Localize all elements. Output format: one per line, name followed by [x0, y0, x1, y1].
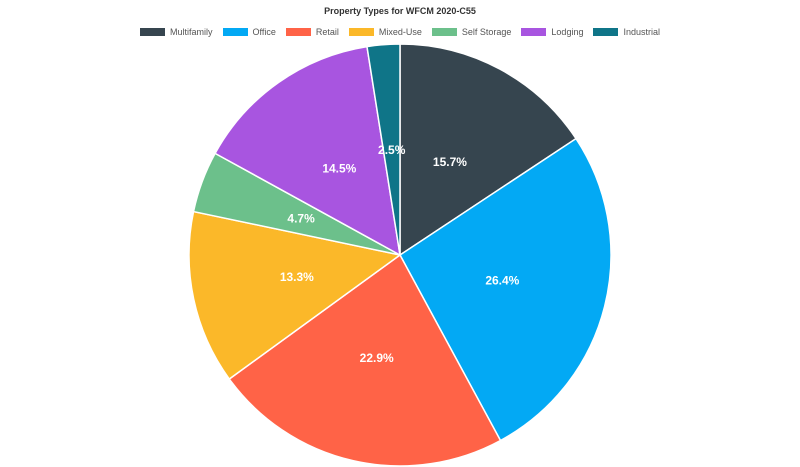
legend-swatch — [521, 28, 547, 36]
legend-label: Retail — [315, 27, 339, 37]
legend-item-self-storage[interactable]: Self Storage — [431, 27, 512, 37]
legend-swatch — [222, 28, 248, 36]
legend-item-lodging[interactable]: Lodging — [521, 27, 583, 37]
pie-slice-industrial[interactable] — [366, 43, 401, 256]
legend-label: Industrial — [623, 27, 660, 37]
slice-label: 22.9% — [360, 351, 394, 365]
pie-slice-lodging[interactable] — [214, 45, 401, 257]
legend-label: Lodging — [551, 27, 584, 37]
legend-label: Office — [252, 27, 276, 37]
pie-slice-retail[interactable] — [228, 253, 502, 467]
pie-slice-multifamily[interactable] — [399, 43, 578, 257]
legend-item-multifamily[interactable]: Multifamily — [140, 27, 213, 37]
legend-item-mixed-use[interactable]: Mixed-Use — [348, 27, 422, 37]
slice-label: 13.3% — [280, 270, 314, 284]
chart-title: Property Types for WFCM 2020-C55 — [324, 6, 476, 16]
pie-slice-mixed-use[interactable] — [188, 210, 402, 381]
legend-swatch — [431, 28, 457, 36]
legend-label: Mixed-Use — [378, 27, 422, 37]
legend-label: Multifamily — [170, 27, 213, 37]
pie-slice-office[interactable] — [399, 137, 612, 442]
slice-label: 26.4% — [485, 274, 519, 288]
legend-swatch — [285, 28, 311, 36]
legend-item-industrial[interactable]: Industrial — [593, 27, 660, 37]
legend-swatch — [593, 28, 619, 36]
legend-swatch — [140, 28, 165, 36]
slice-label: 15.7% — [433, 155, 467, 169]
legend-swatch — [348, 28, 374, 36]
legend-item-retail[interactable]: Retail — [285, 27, 339, 37]
chart-legend: Multifamily Office Retail Mixed-Use Self Sto… — [0, 27, 800, 37]
slice-label: 2.5% — [378, 143, 406, 157]
slice-label: 14.5% — [322, 162, 356, 176]
legend-label: Self Storage — [461, 27, 512, 37]
slice-label: 4.7% — [287, 211, 315, 225]
legend-item-office[interactable]: Office — [222, 27, 276, 37]
